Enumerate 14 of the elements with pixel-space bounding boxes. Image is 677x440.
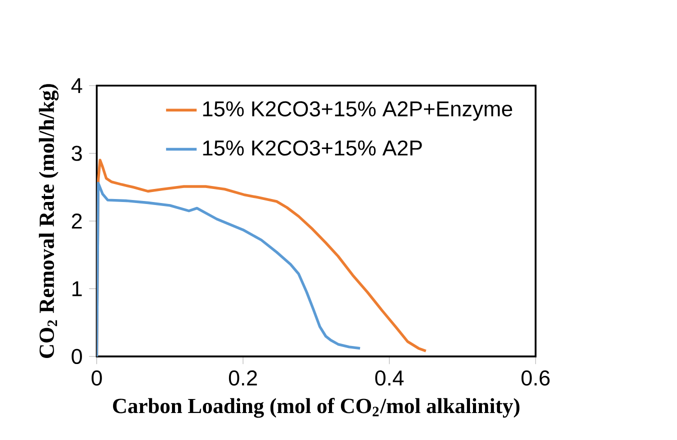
line-series: [96, 182, 362, 356]
x-tick-label: 0.4: [375, 370, 404, 386]
y-tick-label: 0: [72, 348, 82, 364]
y-tick-label: 4: [71, 78, 82, 93]
x-tick-label: 0.2: [228, 370, 257, 386]
x-tick-label: 0: [92, 370, 102, 386]
x-axis-title: Carbon Loading (mol of CO$_{2}$/mol alkalinity): [113, 398, 520, 418]
x-tick-label: 0.6: [522, 370, 550, 386]
y-tick-label: 1: [72, 281, 82, 296]
y-tick-label: 2: [72, 213, 82, 228]
legend-label: 15% K2CO3+15% A2P+Enzyme: [203, 101, 512, 121]
y-axis-title: CO$_{2}$ Removal Rate (mol/h/kg): [38, 84, 59, 358]
legend-label: 15% K2CO3+15% A2P: [203, 140, 422, 156]
y-tick-label: 3: [72, 146, 82, 161]
